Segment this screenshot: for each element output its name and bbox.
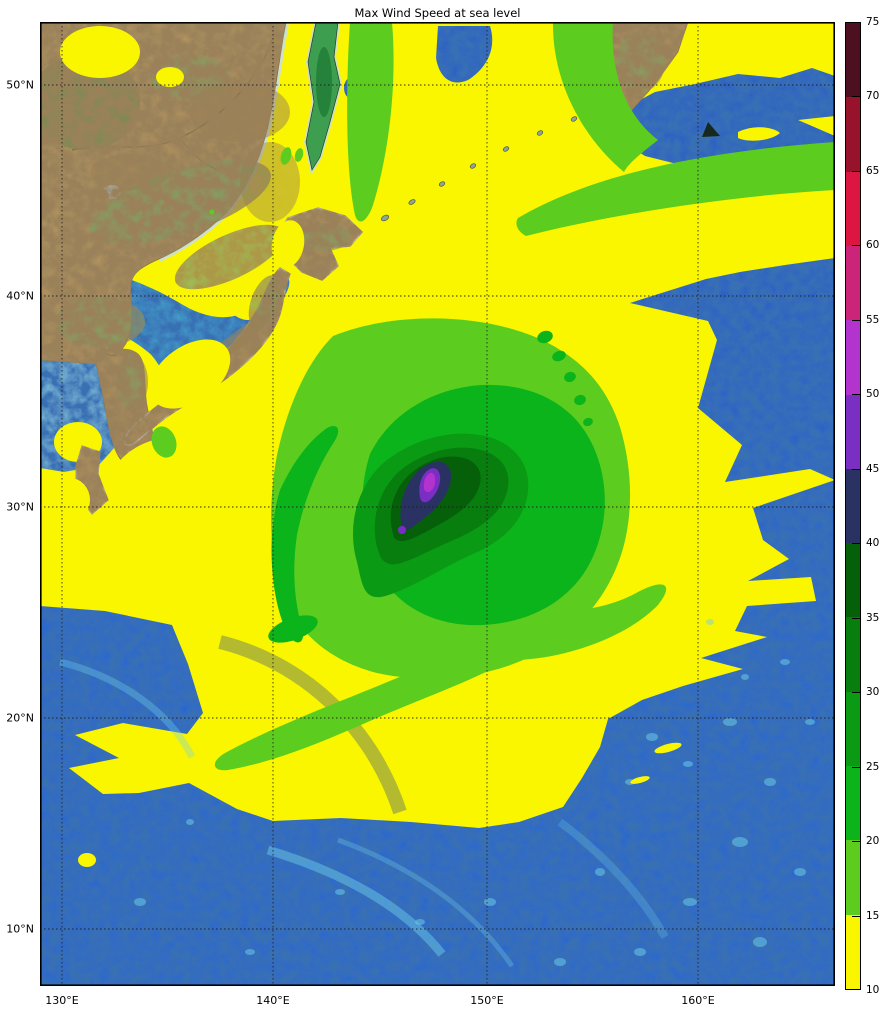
x-tick-label-1: 140°E (256, 994, 290, 1007)
colorbar-tick-mark-70 (852, 96, 860, 98)
landmass-asia (40, 22, 300, 467)
colorbar-segment-35-40 (846, 543, 860, 618)
colorbar-tick-label-40: 40 (866, 537, 880, 550)
colorbar (845, 22, 861, 990)
colorbar-segment-10-15 (846, 914, 860, 989)
y-tick-label-2: 30°N (6, 500, 34, 514)
colorbar-gradient (845, 22, 861, 990)
map-canvas (40, 22, 835, 986)
y-tick-label-0: 50°N (6, 78, 34, 92)
graticule (40, 22, 835, 986)
colorbar-segment-45-50 (846, 394, 860, 469)
island-dark-triangle (702, 122, 720, 137)
colorbar-tick-mark-20 (852, 841, 860, 843)
colorbar-tick-mark-30 (852, 692, 860, 694)
y-tick-label-1: 40°N (6, 289, 34, 303)
colorbar-tick-mark-50 (852, 394, 860, 396)
x-tick-label-2: 150°E (470, 994, 504, 1007)
colorbar-segment-70-75 (846, 22, 860, 98)
colorbar-tick-label-60: 60 (866, 239, 880, 252)
colorbar-tick-mark-45 (852, 468, 860, 470)
colorbar-tick-mark-55 (852, 319, 860, 321)
colorbar-tick-label-35: 35 (866, 611, 880, 624)
colorbar-tick-mark-60 (852, 245, 860, 247)
colorbar-tick-mark-15 (852, 915, 860, 917)
wind-yellow-patches-ocean (78, 728, 682, 867)
colorbar-tick-label-55: 55 (866, 313, 880, 326)
x-tick-label-3: 160°E (681, 994, 715, 1007)
bathymetry-ridges (59, 635, 669, 968)
wind-yellow-patches-land (50, 26, 305, 522)
ocean-right-bottom (40, 258, 835, 986)
colorbar-segment-55-60 (846, 245, 860, 321)
y-tick-label-3: 20°N (6, 711, 34, 725)
y-tick-label-4: 10°N (6, 922, 34, 936)
river-branch (179, 137, 219, 171)
colorbar-tick-label-20: 20 (866, 835, 880, 848)
colorbar-segment-65-70 (846, 97, 860, 172)
colorbar-segment-15-20 (846, 840, 860, 915)
colorbar-segment-30-35 (846, 617, 860, 692)
colorbar-tick-label-75: 75 (866, 16, 880, 28)
plot-title: Max Wind Speed at sea level (354, 6, 521, 20)
map-frame (40, 22, 835, 986)
colorbar-segment-40-45 (846, 468, 860, 544)
river-amur (71, 39, 273, 151)
colorbar-segment-25-30 (846, 691, 860, 767)
colorbar-tick-mark-25 (852, 766, 860, 768)
lake (103, 185, 121, 199)
colorbar-segment-60-65 (846, 171, 860, 246)
colorbar-tick-label-65: 65 (866, 164, 880, 177)
wind-contour-50-55 (423, 472, 436, 493)
island-sakhalin (303, 22, 343, 176)
colorbar-segment-20-25 (846, 766, 860, 841)
kuril-islands (381, 116, 578, 222)
colorbar-tick-mark-35 (852, 617, 860, 619)
colorbar-tick-label-45: 45 (866, 462, 880, 475)
colorbar-tick-mark-40 (852, 543, 860, 545)
colorbar-tick-label-30: 30 (866, 686, 880, 699)
colorbar-tick-label-70: 70 (866, 90, 880, 103)
colorbar-tick-label-25: 25 (866, 760, 880, 773)
colorbar-tick-mark-65 (852, 170, 860, 172)
colorbar-tick-label-15: 15 (866, 909, 880, 922)
colorbar-segment-50-55 (846, 320, 860, 395)
colorbar-tick-label-50: 50 (866, 388, 880, 401)
seamount-speckles (134, 619, 815, 966)
colorbar-tick-label-10: 10 (866, 984, 880, 996)
x-tick-label-0: 130°E (45, 994, 79, 1007)
